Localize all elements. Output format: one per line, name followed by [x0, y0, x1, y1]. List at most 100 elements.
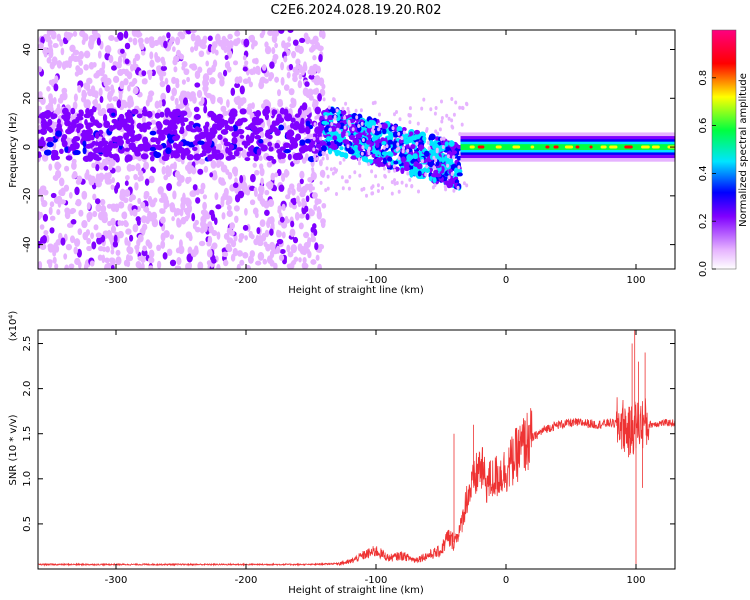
spectrogram-cell — [112, 136, 120, 143]
spectrogram-cell — [433, 183, 437, 188]
snr-x-tick-label: -300 — [105, 575, 128, 586]
spectrogram-cell — [56, 59, 62, 69]
spectrogram-cell — [364, 121, 371, 127]
spectrogram-cell — [217, 143, 223, 151]
spectrogram-cell — [153, 197, 158, 203]
spectrogram-cell — [408, 177, 412, 182]
spectrogram-cell — [169, 202, 176, 211]
spectrogram-cell — [183, 147, 189, 156]
spectrogram-cell — [303, 205, 309, 213]
spectrogram-cell — [310, 133, 314, 138]
spectrogram-cell — [112, 153, 120, 161]
spectrogram-cell — [376, 157, 383, 162]
spectrogram-cell — [64, 207, 71, 214]
spectrogram-cell — [50, 192, 57, 199]
spectrogram-cell — [225, 146, 230, 154]
spectrogram-cell — [366, 127, 372, 134]
spectrogram-cell — [54, 75, 59, 84]
spectrogram-cell — [260, 177, 264, 186]
spectrogram-cell — [465, 183, 469, 188]
spectrogram-cell — [89, 260, 95, 267]
spectrogram-cell — [283, 55, 288, 63]
spectrogram-cell — [88, 143, 95, 148]
spectrogram-cell — [179, 53, 185, 60]
spectrogram-cell — [123, 220, 128, 226]
spectrogram-cell — [313, 75, 319, 83]
spectrogram-cell — [300, 68, 305, 76]
spectrogram-cell — [250, 42, 255, 50]
spectrogram-cell — [279, 152, 287, 159]
colorbar: 0.0 0.2 0.4 0.6 0.8 Normalized spectral ampl… — [698, 29, 749, 277]
spectrogram-cell — [121, 211, 128, 220]
spectrogram-cell — [275, 248, 281, 254]
spectrogram-cell — [303, 231, 310, 239]
spectrogram-cell — [108, 108, 116, 113]
spectrogram-cell — [49, 201, 55, 208]
snr-x-tick-label: 0 — [503, 575, 509, 586]
spectrogram-cell — [259, 219, 266, 228]
spectrogram-cell — [393, 168, 397, 173]
spectrogram-cell — [456, 185, 460, 190]
spectrogram-cell — [450, 172, 454, 176]
spectrogram-cell — [270, 172, 275, 181]
spectrogram-cell — [184, 207, 189, 216]
spectrogram-cell — [132, 77, 138, 85]
spectrogram-cell — [179, 208, 184, 217]
spectrogram-cell — [410, 184, 414, 189]
spectrogram-cell — [179, 110, 188, 117]
spectrogram-cell — [99, 95, 104, 104]
spectrogram-cell — [93, 98, 98, 108]
spectrogram-cell — [403, 138, 410, 145]
spectrogram-cell — [107, 230, 113, 240]
spectrogram-cell — [220, 129, 229, 135]
spectrogram-cell — [123, 197, 129, 204]
spectrogram-cell — [310, 259, 317, 265]
spectrogram-cell — [216, 231, 221, 240]
spectrogram-cell — [263, 99, 270, 105]
spectrogram-cell — [226, 210, 233, 218]
spectrogram-cell — [51, 113, 58, 119]
spectrogram-cell — [85, 169, 90, 177]
spectrogram-cell — [103, 165, 109, 171]
spectrogram-cell — [82, 140, 87, 148]
spectrogram-cell — [296, 184, 302, 193]
spectrogram-cell — [260, 144, 268, 152]
spectrogram-cell — [398, 138, 404, 144]
spectrogram-cell — [264, 189, 270, 196]
spectrogram-cell — [144, 205, 149, 213]
spectrogram-cell — [104, 45, 112, 54]
spectrogram-cell — [98, 129, 104, 135]
spectrogram-cell — [190, 46, 195, 53]
spectrogram-cell — [374, 174, 378, 179]
spectrogram-cell — [318, 159, 323, 167]
spectrogram-cell — [223, 232, 230, 240]
spectrogram-cell — [102, 246, 107, 252]
spectrogram-cell — [367, 134, 372, 139]
spectrogram-cell — [287, 30, 294, 33]
spectrogram-cell — [387, 161, 391, 166]
spectrogram-cell — [263, 241, 268, 248]
spectrogram-cell — [103, 79, 109, 87]
spectrogram-cell — [210, 44, 217, 54]
spectrogram-cell — [100, 198, 106, 206]
spectrogram-cell — [97, 254, 103, 261]
spectrogram-cell — [312, 223, 317, 230]
spectrogram-cell — [193, 153, 201, 161]
spectrogram-cell — [397, 131, 401, 136]
spectrogram-cell — [110, 249, 115, 255]
spectrogram-x-ticks: -300 -200 -100 0 100 — [105, 30, 646, 286]
spectrogram-cell — [178, 239, 183, 249]
spectrogram-y-tick-label: -40 — [22, 236, 33, 252]
spectrogram-cell — [112, 75, 120, 84]
spectrogram-cell — [81, 190, 88, 200]
spectrogram-cell — [278, 254, 285, 261]
spectrogram-cell — [448, 182, 454, 188]
spectrogram-cell — [157, 186, 164, 195]
spectrogram-cell — [158, 133, 166, 141]
spectrogram-cell — [201, 221, 207, 229]
spectrogram-cell — [361, 155, 368, 162]
spectrogram-cell — [331, 143, 338, 151]
spectrogram-cell — [223, 69, 228, 77]
colorbar-tick-label: 0.6 — [698, 118, 709, 134]
spectrogram-cell — [184, 215, 189, 222]
